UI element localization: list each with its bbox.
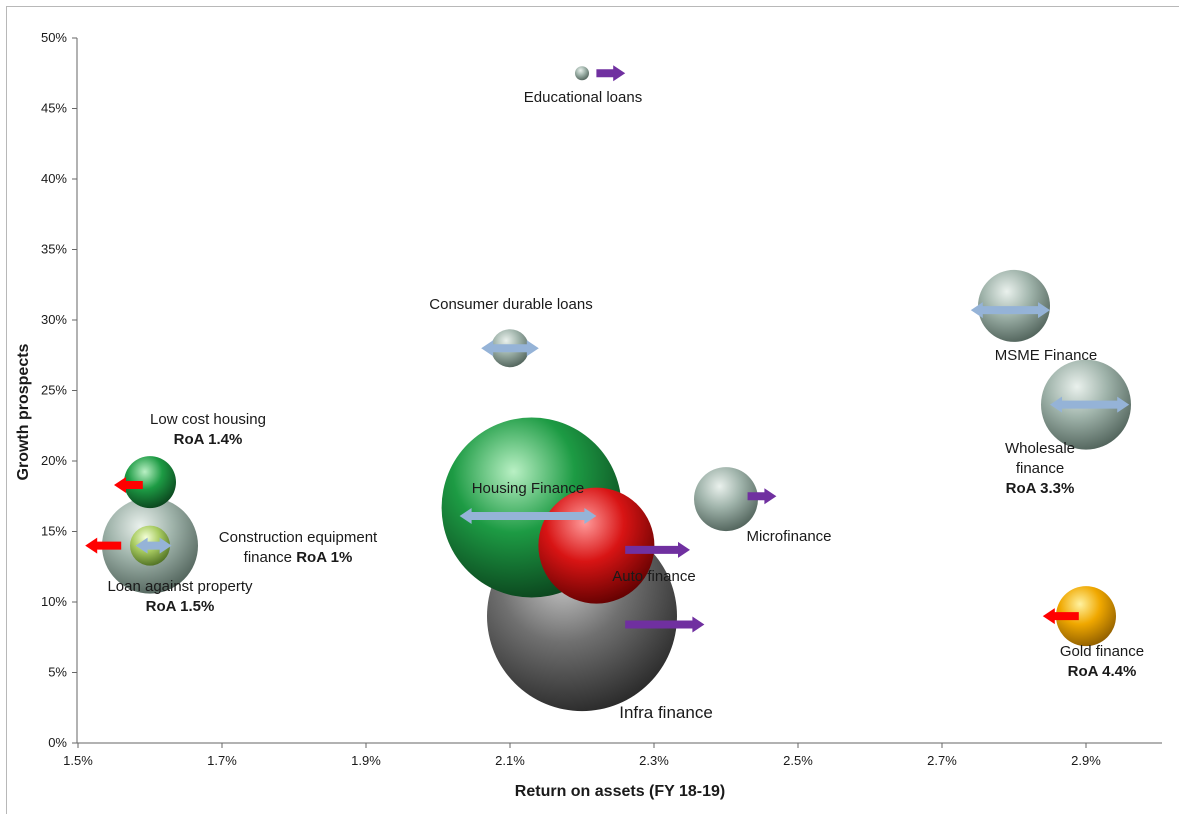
label-educational-loans: Educational loans	[524, 89, 642, 106]
arrow-educational-loans	[596, 65, 626, 82]
arrow-gold-finance	[1042, 608, 1079, 625]
y-axis-title: Growth prospects	[15, 343, 32, 480]
bubble-gold-finance	[1056, 586, 1116, 647]
y-tick-label: 25%	[41, 383, 67, 398]
label-gold-finance: RoA 4.4%	[1068, 663, 1137, 680]
bubble-msme-finance	[978, 269, 1050, 342]
label-microfinance: Microfinance	[746, 528, 831, 545]
y-tick-label: 40%	[41, 171, 67, 186]
y-tick-label: 50%	[41, 30, 67, 45]
arrow-microfinance	[747, 488, 777, 505]
label-wholesale-finance: Wholesale	[1005, 440, 1075, 457]
y-tick-label: 20%	[41, 453, 67, 468]
label-wholesale-finance: RoA 3.3%	[1006, 480, 1075, 497]
arrow-loan-against-property	[85, 537, 122, 554]
label-wholesale-finance: finance	[1016, 460, 1064, 477]
y-tick-label: 0%	[48, 735, 67, 750]
arrow-wholesale-finance	[1050, 396, 1130, 413]
y-tick-label: 5%	[48, 665, 67, 680]
x-tick-label: 1.7%	[207, 753, 237, 768]
x-tick-label: 2.9%	[1071, 753, 1101, 768]
arrow-construction-equipment-finance	[135, 537, 172, 554]
label-loan-against-property: Loan against property	[107, 578, 253, 595]
label-construction-equipment-finance: finance RoA 1%	[244, 549, 353, 566]
label-low-cost-housing: RoA 1.4%	[174, 431, 243, 448]
label-infra-finance: Infra finance	[619, 703, 713, 722]
chart-frame	[6, 6, 1179, 814]
plot-area: 0% 5% 10% 15% 20% 25% 30% 35% 40% 45% 50% 1.5% 1.7% 1…	[41, 30, 1162, 768]
bubble-auto-finance	[538, 487, 655, 604]
x-tick-label: 2.5%	[783, 753, 813, 768]
x-tick-label: 2.3%	[639, 753, 669, 768]
x-tick-label: 2.1%	[495, 753, 525, 768]
y-tick-label: 30%	[41, 312, 67, 327]
label-auto-finance: Auto finance	[612, 568, 695, 585]
x-tick-label: 2.7%	[927, 753, 957, 768]
label-consumer-durable-loans: Consumer durable loans	[429, 296, 592, 313]
arrow-auto-finance	[625, 541, 690, 558]
label-low-cost-housing: Low cost housing	[150, 411, 266, 428]
y-tick-label: 10%	[41, 594, 67, 609]
arrow-housing-finance	[459, 507, 597, 524]
label-loan-against-property: RoA 1.5%	[146, 598, 215, 615]
label-housing-finance: Housing Finance	[472, 480, 585, 497]
bubble-microfinance	[694, 467, 758, 532]
label-msme-finance: MSME Finance	[995, 347, 1098, 364]
bubble-educational-loans	[575, 66, 589, 81]
x-tick-label: 1.5%	[63, 753, 93, 768]
x-tick-label: 1.9%	[351, 753, 381, 768]
arrow-msme-finance	[970, 302, 1050, 319]
label-gold-finance: Gold finance	[1060, 643, 1144, 660]
y-tick-label: 15%	[41, 524, 67, 539]
x-axis-title: Return on assets (FY 18-19)	[515, 783, 725, 800]
arrow-consumer-durable-loans	[481, 340, 539, 357]
label-construction-equipment-finance: Construction equipment	[219, 529, 378, 546]
y-tick-label: 45%	[41, 101, 67, 116]
arrow-low-cost-housing	[114, 476, 143, 493]
arrow-infra-finance	[625, 616, 705, 633]
y-tick-label: 35%	[41, 242, 67, 257]
bubble-low-cost-housing	[124, 456, 176, 509]
